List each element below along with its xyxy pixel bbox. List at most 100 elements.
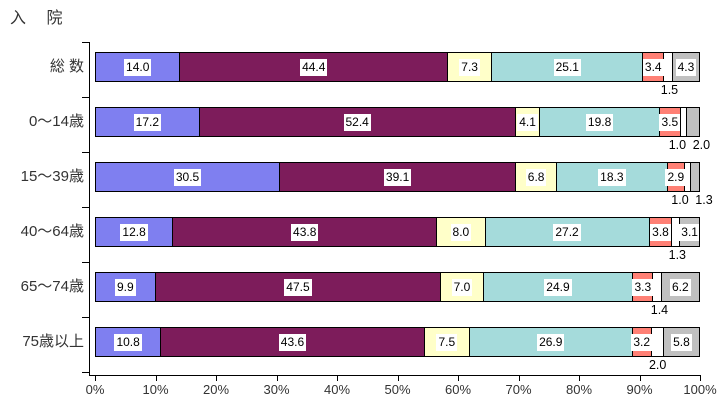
- segment-value-label: 25.1: [553, 58, 581, 76]
- bar-segment: 44.4: [180, 53, 449, 81]
- bar-segment: 24.9: [483, 273, 634, 301]
- segment-value-label: 43.6: [278, 333, 307, 351]
- bar-segment: 27.2: [485, 218, 650, 246]
- bar-segment: 7.0: [441, 273, 484, 301]
- bar-segment: 6.2: [661, 273, 699, 301]
- bar-segment: 47.5: [155, 273, 442, 301]
- bar-segment: [686, 108, 699, 136]
- x-tick-label: 50%: [384, 382, 411, 397]
- bar-segment: [653, 273, 662, 301]
- category-label: 40〜64歳: [20, 223, 84, 240]
- bar-segment: 14.0: [96, 53, 181, 81]
- bar-segment: 19.8: [540, 108, 660, 136]
- x-tick-label: 40%: [323, 382, 351, 397]
- x-tick: [155, 375, 157, 381]
- bar-segment: 3.2: [631, 328, 653, 356]
- segment-value-label-below: 2.0: [692, 138, 711, 152]
- x-tick-label: 0%: [85, 382, 105, 397]
- segment-value-label: 9.9: [114, 278, 136, 296]
- bar-segment: 52.4: [199, 108, 516, 136]
- segment-value-label: 44.4: [300, 58, 328, 76]
- category-label: 0〜14歳: [28, 113, 84, 130]
- bar-segment: 3.8: [649, 218, 673, 246]
- segment-value-label: 18.3: [598, 168, 626, 186]
- segment-value-label: 6.8: [525, 168, 547, 186]
- category-label: 15〜39歳: [20, 168, 84, 185]
- x-tick-label: 20%: [202, 382, 230, 397]
- x-tick: [579, 375, 580, 381]
- segment-value-label: 19.8: [585, 113, 614, 131]
- y-tick: [82, 42, 89, 43]
- segment-value-label-below: 1.4: [650, 303, 669, 317]
- bar-segment: [680, 108, 687, 136]
- y-tick: [82, 152, 89, 153]
- bar-segment: [685, 163, 692, 191]
- bar-segment: 2.9: [665, 163, 687, 191]
- segment-value-label: 12.8: [120, 223, 148, 241]
- bar-segment: 3.1: [679, 218, 699, 246]
- y-tick: [82, 372, 89, 373]
- x-tick-label: 90%: [626, 382, 653, 397]
- x-tick-label: 80%: [565, 382, 593, 397]
- segment-value-label: 39.1: [383, 168, 412, 186]
- bar-row: 14.0 44.4 7.3 25.1 3.4 4.3: [95, 52, 700, 82]
- x-axis: [89, 375, 700, 376]
- y-tick: [82, 262, 89, 263]
- bar-segment: 5.8: [663, 328, 699, 356]
- bar-segment: [691, 163, 699, 191]
- segment-value-label-below: 1.3: [695, 193, 713, 207]
- segment-value-label: 4.3: [675, 58, 697, 76]
- segment-value-label: 3.3: [632, 278, 654, 296]
- bar-segment: 4.3: [673, 53, 699, 81]
- segment-value-label-below: 1.5: [660, 83, 679, 97]
- chart-title: 入 院: [10, 10, 71, 27]
- segment-value-label: 5.8: [671, 333, 692, 351]
- bar-row: 12.8 43.8 8.0 27.2 3.8 3.1: [95, 217, 700, 247]
- bar-segment: 10.8: [96, 328, 162, 356]
- bar-segment: 25.1: [492, 53, 644, 81]
- segment-value-label-below: 1.3: [668, 248, 687, 262]
- bar-segment: 17.2: [96, 108, 200, 136]
- segment-value-label: 10.8: [114, 333, 142, 351]
- y-tick: [82, 317, 89, 318]
- bar-segment: 7.5: [424, 328, 470, 356]
- bar-segment: 9.9: [96, 273, 156, 301]
- x-tick: [95, 375, 96, 381]
- segment-value-label: 3.2: [631, 333, 653, 351]
- bar-segment: 3.4: [642, 53, 664, 81]
- x-tick-label: 60%: [444, 382, 472, 397]
- segment-value-label: 4.1: [517, 113, 538, 131]
- x-tick: [337, 375, 338, 381]
- bar-row: 9.9 47.5 7.0 24.9 3.3 6.2: [95, 272, 700, 302]
- segment-value-label: 7.3: [459, 58, 480, 76]
- bar-segment: 8.0: [437, 218, 486, 246]
- x-tick: [216, 375, 217, 381]
- x-tick: [458, 375, 459, 381]
- bar-segment: 3.5: [659, 108, 681, 136]
- y-axis: [89, 42, 90, 376]
- bar-segment: 7.3: [448, 53, 493, 81]
- x-tick-label: 30%: [263, 382, 290, 397]
- x-tick: [700, 375, 701, 381]
- bar-segment: 3.3: [632, 273, 654, 301]
- segment-value-label: 3.1: [679, 223, 699, 241]
- x-tick-label: 100%: [683, 382, 717, 397]
- segment-value-label: 7.5: [436, 333, 458, 351]
- segment-value-label-below: 1.0: [671, 193, 689, 207]
- segment-value-label: 8.0: [450, 223, 472, 241]
- segment-value-label: 43.8: [291, 223, 319, 241]
- x-tick-label: 70%: [505, 382, 532, 397]
- x-tick: [639, 375, 641, 381]
- segment-value-label: 3.8: [650, 223, 671, 241]
- category-label: 総 数: [49, 58, 84, 75]
- bar-row: 17.2 52.4 4.1 19.8 3.5: [95, 107, 700, 137]
- segment-value-label-below: 1.0: [668, 138, 687, 152]
- segment-value-label: 47.5: [284, 278, 312, 296]
- x-tick: [518, 375, 520, 381]
- bar-segment: 30.5: [96, 163, 281, 191]
- segment-value-label: 6.2: [669, 278, 691, 296]
- bar-row: 30.5 39.1 6.8 18.3 2.9: [95, 162, 700, 192]
- y-tick: [82, 207, 89, 208]
- segment-value-label: 7.0: [451, 278, 473, 296]
- segment-value-label: 26.9: [537, 333, 565, 351]
